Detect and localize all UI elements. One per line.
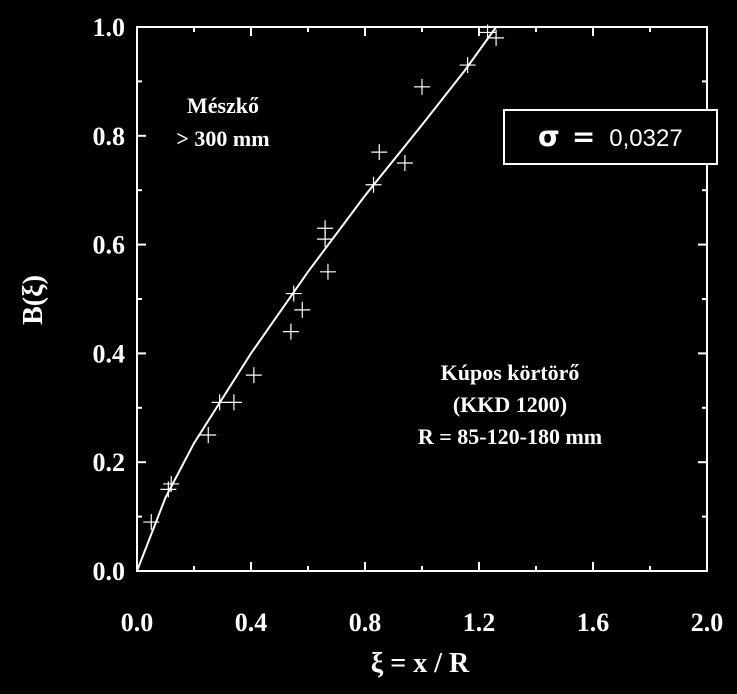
y-tick-label: 0.6 xyxy=(93,231,126,260)
data-point xyxy=(396,155,413,171)
data-point xyxy=(282,323,299,340)
data-point xyxy=(414,78,430,95)
sigma-readout: σ = 0,0327 xyxy=(538,120,683,153)
x-axis-title: ξ = x / R xyxy=(371,648,470,679)
data-point xyxy=(245,367,262,384)
data-point xyxy=(317,231,334,248)
data-point xyxy=(365,176,382,193)
material-size-label: > 300 mm xyxy=(176,126,269,151)
data-point xyxy=(479,24,496,41)
sigma-equals: = xyxy=(572,120,595,153)
data-points xyxy=(143,24,505,531)
data-point xyxy=(488,29,505,46)
tick-labels: 0.0 0.4 0.8 1.2 1.6 2.0 0.0 0.2 0.4 0.6 0.8 1.0 xyxy=(93,13,724,637)
data-point xyxy=(200,427,217,443)
machine-label: Kúpos körtörő xyxy=(441,360,580,385)
sigma-value: 0,0327 xyxy=(609,125,682,152)
y-tick-label: 0.2 xyxy=(93,448,126,477)
data-point xyxy=(371,144,388,161)
data-point xyxy=(459,57,476,74)
axis-ticks xyxy=(136,26,708,572)
sigma-box xyxy=(503,109,718,165)
x-tick-label: 2.0 xyxy=(691,608,724,637)
data-point xyxy=(285,285,302,302)
x-tick-label: 0.8 xyxy=(349,608,382,637)
data-point xyxy=(319,263,336,280)
data-point xyxy=(163,475,180,492)
y-tick-label: 0.8 xyxy=(93,122,126,151)
x-tick-label: 1.2 xyxy=(463,608,496,637)
y-tick-label: 1.0 xyxy=(93,13,126,42)
x-tick-label: 0.4 xyxy=(235,608,268,637)
data-point xyxy=(294,301,311,318)
machine-range-label: R = 85-120-180 mm xyxy=(418,424,602,449)
data-point xyxy=(211,394,228,411)
sigma-symbol: σ xyxy=(538,120,560,153)
x-tick-label: 1.6 xyxy=(577,608,610,637)
material-label: Mészkő xyxy=(187,93,259,118)
y-tick-label: 0.0 xyxy=(93,557,126,586)
machine-model-label: (KKD 1200) xyxy=(453,392,567,417)
y-axis-title: B(ξ) xyxy=(18,275,49,325)
fit-curve-line xyxy=(136,26,497,572)
data-point xyxy=(225,394,242,411)
y-tick-label: 0.4 xyxy=(93,339,126,368)
x-tick-label: 0.0 xyxy=(121,608,154,637)
data-point xyxy=(143,514,160,531)
